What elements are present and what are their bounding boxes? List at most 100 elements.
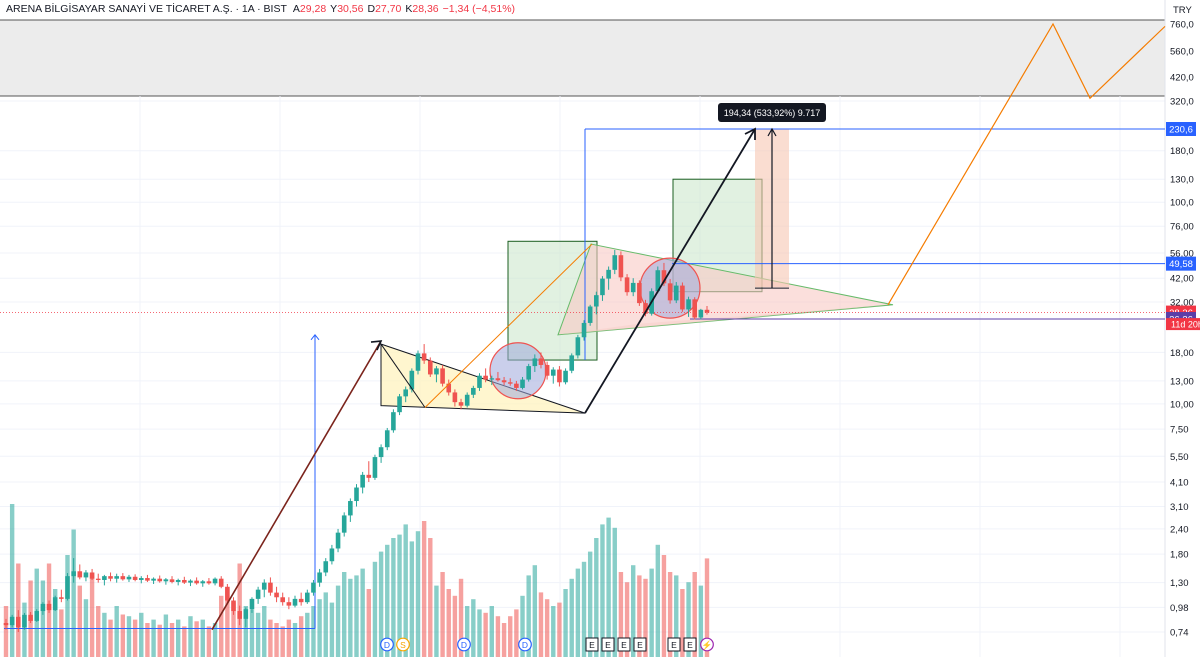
candle-body[interactable] bbox=[544, 364, 550, 376]
candle-body[interactable] bbox=[329, 548, 335, 562]
candle-body[interactable] bbox=[298, 598, 304, 603]
candle-body[interactable] bbox=[292, 598, 298, 606]
candle-body[interactable] bbox=[630, 282, 636, 293]
candle-body[interactable] bbox=[655, 270, 661, 292]
candle-body[interactable] bbox=[354, 487, 359, 502]
candle-body[interactable] bbox=[360, 474, 365, 488]
candle-body[interactable] bbox=[231, 600, 236, 612]
candle-body[interactable] bbox=[311, 582, 316, 593]
candle-body[interactable] bbox=[680, 285, 685, 310]
candle-body[interactable] bbox=[458, 402, 464, 406]
candle-body[interactable] bbox=[612, 255, 618, 270]
candle-body[interactable] bbox=[200, 581, 206, 584]
candle-body[interactable] bbox=[237, 611, 242, 619]
flash-marker[interactable] bbox=[700, 637, 714, 652]
candle-body[interactable] bbox=[335, 532, 341, 549]
candle-body[interactable] bbox=[95, 578, 101, 580]
candle-body[interactable] bbox=[452, 392, 458, 403]
candle-body[interactable] bbox=[249, 598, 255, 610]
candle-body[interactable] bbox=[108, 576, 113, 579]
candle-body[interactable] bbox=[120, 576, 126, 580]
candle-body[interactable] bbox=[188, 580, 193, 583]
candle-body[interactable] bbox=[372, 457, 378, 478]
earnings-marker[interactable] bbox=[683, 637, 697, 652]
candle-body[interactable] bbox=[317, 572, 322, 583]
split-marker[interactable] bbox=[396, 637, 410, 652]
highlight-circle-1[interactable] bbox=[489, 342, 547, 400]
candle-body[interactable] bbox=[83, 572, 89, 578]
candle-body[interactable] bbox=[643, 303, 648, 314]
candle-body[interactable] bbox=[22, 614, 27, 628]
candle-body[interactable] bbox=[59, 597, 64, 599]
candle-body[interactable] bbox=[581, 322, 587, 338]
candle-body[interactable] bbox=[274, 592, 279, 598]
candle-body[interactable] bbox=[587, 306, 593, 323]
candle-body[interactable] bbox=[52, 597, 58, 611]
candle-body[interactable] bbox=[9, 616, 15, 626]
earnings-marker[interactable] bbox=[633, 637, 647, 652]
candle-body[interactable] bbox=[520, 379, 525, 388]
candle-body[interactable] bbox=[77, 571, 83, 578]
candle-body[interactable] bbox=[268, 582, 273, 593]
candle-body[interactable] bbox=[704, 309, 710, 313]
candle-body[interactable] bbox=[538, 358, 544, 365]
candle-body[interactable] bbox=[391, 412, 396, 431]
candle-body[interactable] bbox=[483, 375, 488, 380]
symmetrical-triangle[interactable] bbox=[557, 243, 894, 336]
candle-body[interactable] bbox=[692, 299, 698, 318]
candle-body[interactable] bbox=[46, 603, 52, 611]
candle-body[interactable] bbox=[415, 353, 421, 371]
candle-body[interactable] bbox=[686, 299, 691, 310]
candle-body[interactable] bbox=[366, 474, 372, 478]
candle-body[interactable] bbox=[698, 309, 704, 318]
candle-body[interactable] bbox=[489, 378, 495, 380]
dividend-marker[interactable] bbox=[380, 637, 394, 652]
earnings-marker[interactable] bbox=[585, 637, 599, 652]
candle-body[interactable] bbox=[661, 270, 667, 284]
candle-body[interactable] bbox=[206, 581, 212, 584]
symmetrical-triangle-fill[interactable] bbox=[558, 304, 893, 335]
candle-body[interactable] bbox=[138, 578, 144, 580]
candle-body[interactable] bbox=[175, 579, 181, 582]
candle-body[interactable] bbox=[182, 579, 187, 583]
candle-body[interactable] bbox=[569, 355, 575, 371]
candle-body[interactable] bbox=[3, 623, 9, 626]
dividend-marker[interactable] bbox=[457, 637, 471, 652]
candle-body[interactable] bbox=[446, 383, 452, 393]
candle-body[interactable] bbox=[89, 572, 95, 579]
candle-body[interactable] bbox=[378, 447, 384, 458]
candle-body[interactable] bbox=[464, 394, 470, 406]
candle-body[interactable] bbox=[323, 561, 329, 573]
candle-body[interactable] bbox=[145, 578, 150, 581]
candle-body[interactable] bbox=[550, 369, 556, 376]
candle-body[interactable] bbox=[255, 589, 261, 599]
candle-body[interactable] bbox=[341, 515, 347, 533]
candle-body[interactable] bbox=[71, 571, 76, 577]
candle-body[interactable] bbox=[618, 255, 624, 278]
earnings-marker[interactable] bbox=[667, 637, 681, 652]
candle-body[interactable] bbox=[594, 295, 599, 307]
candle-body[interactable] bbox=[243, 609, 249, 619]
earnings-marker[interactable] bbox=[617, 637, 631, 652]
candle-body[interactable] bbox=[532, 358, 538, 367]
candle-body[interactable] bbox=[126, 576, 132, 580]
candle-body[interactable] bbox=[102, 576, 107, 580]
candle-body[interactable] bbox=[557, 369, 562, 383]
candle-body[interactable] bbox=[132, 576, 138, 580]
candle-body[interactable] bbox=[114, 576, 119, 579]
candle-body[interactable] bbox=[427, 360, 433, 375]
candle-body[interactable] bbox=[637, 282, 642, 304]
candle-body[interactable] bbox=[151, 578, 156, 581]
candle-body[interactable] bbox=[28, 614, 33, 621]
symbol-title[interactable]: ARENA BİLGİSAYAR SANAYİ VE TİCARET A.Ş. … bbox=[6, 3, 287, 15]
candle-body[interactable] bbox=[15, 616, 21, 628]
candle-body[interactable] bbox=[34, 611, 40, 621]
candle-body[interactable] bbox=[212, 578, 218, 584]
dividend-marker[interactable] bbox=[518, 637, 532, 652]
candle-body[interactable] bbox=[434, 368, 439, 375]
candle-body[interactable] bbox=[600, 278, 605, 296]
candle-body[interactable] bbox=[65, 576, 70, 599]
candle-body[interactable] bbox=[261, 582, 267, 590]
candle-body[interactable] bbox=[507, 382, 513, 384]
